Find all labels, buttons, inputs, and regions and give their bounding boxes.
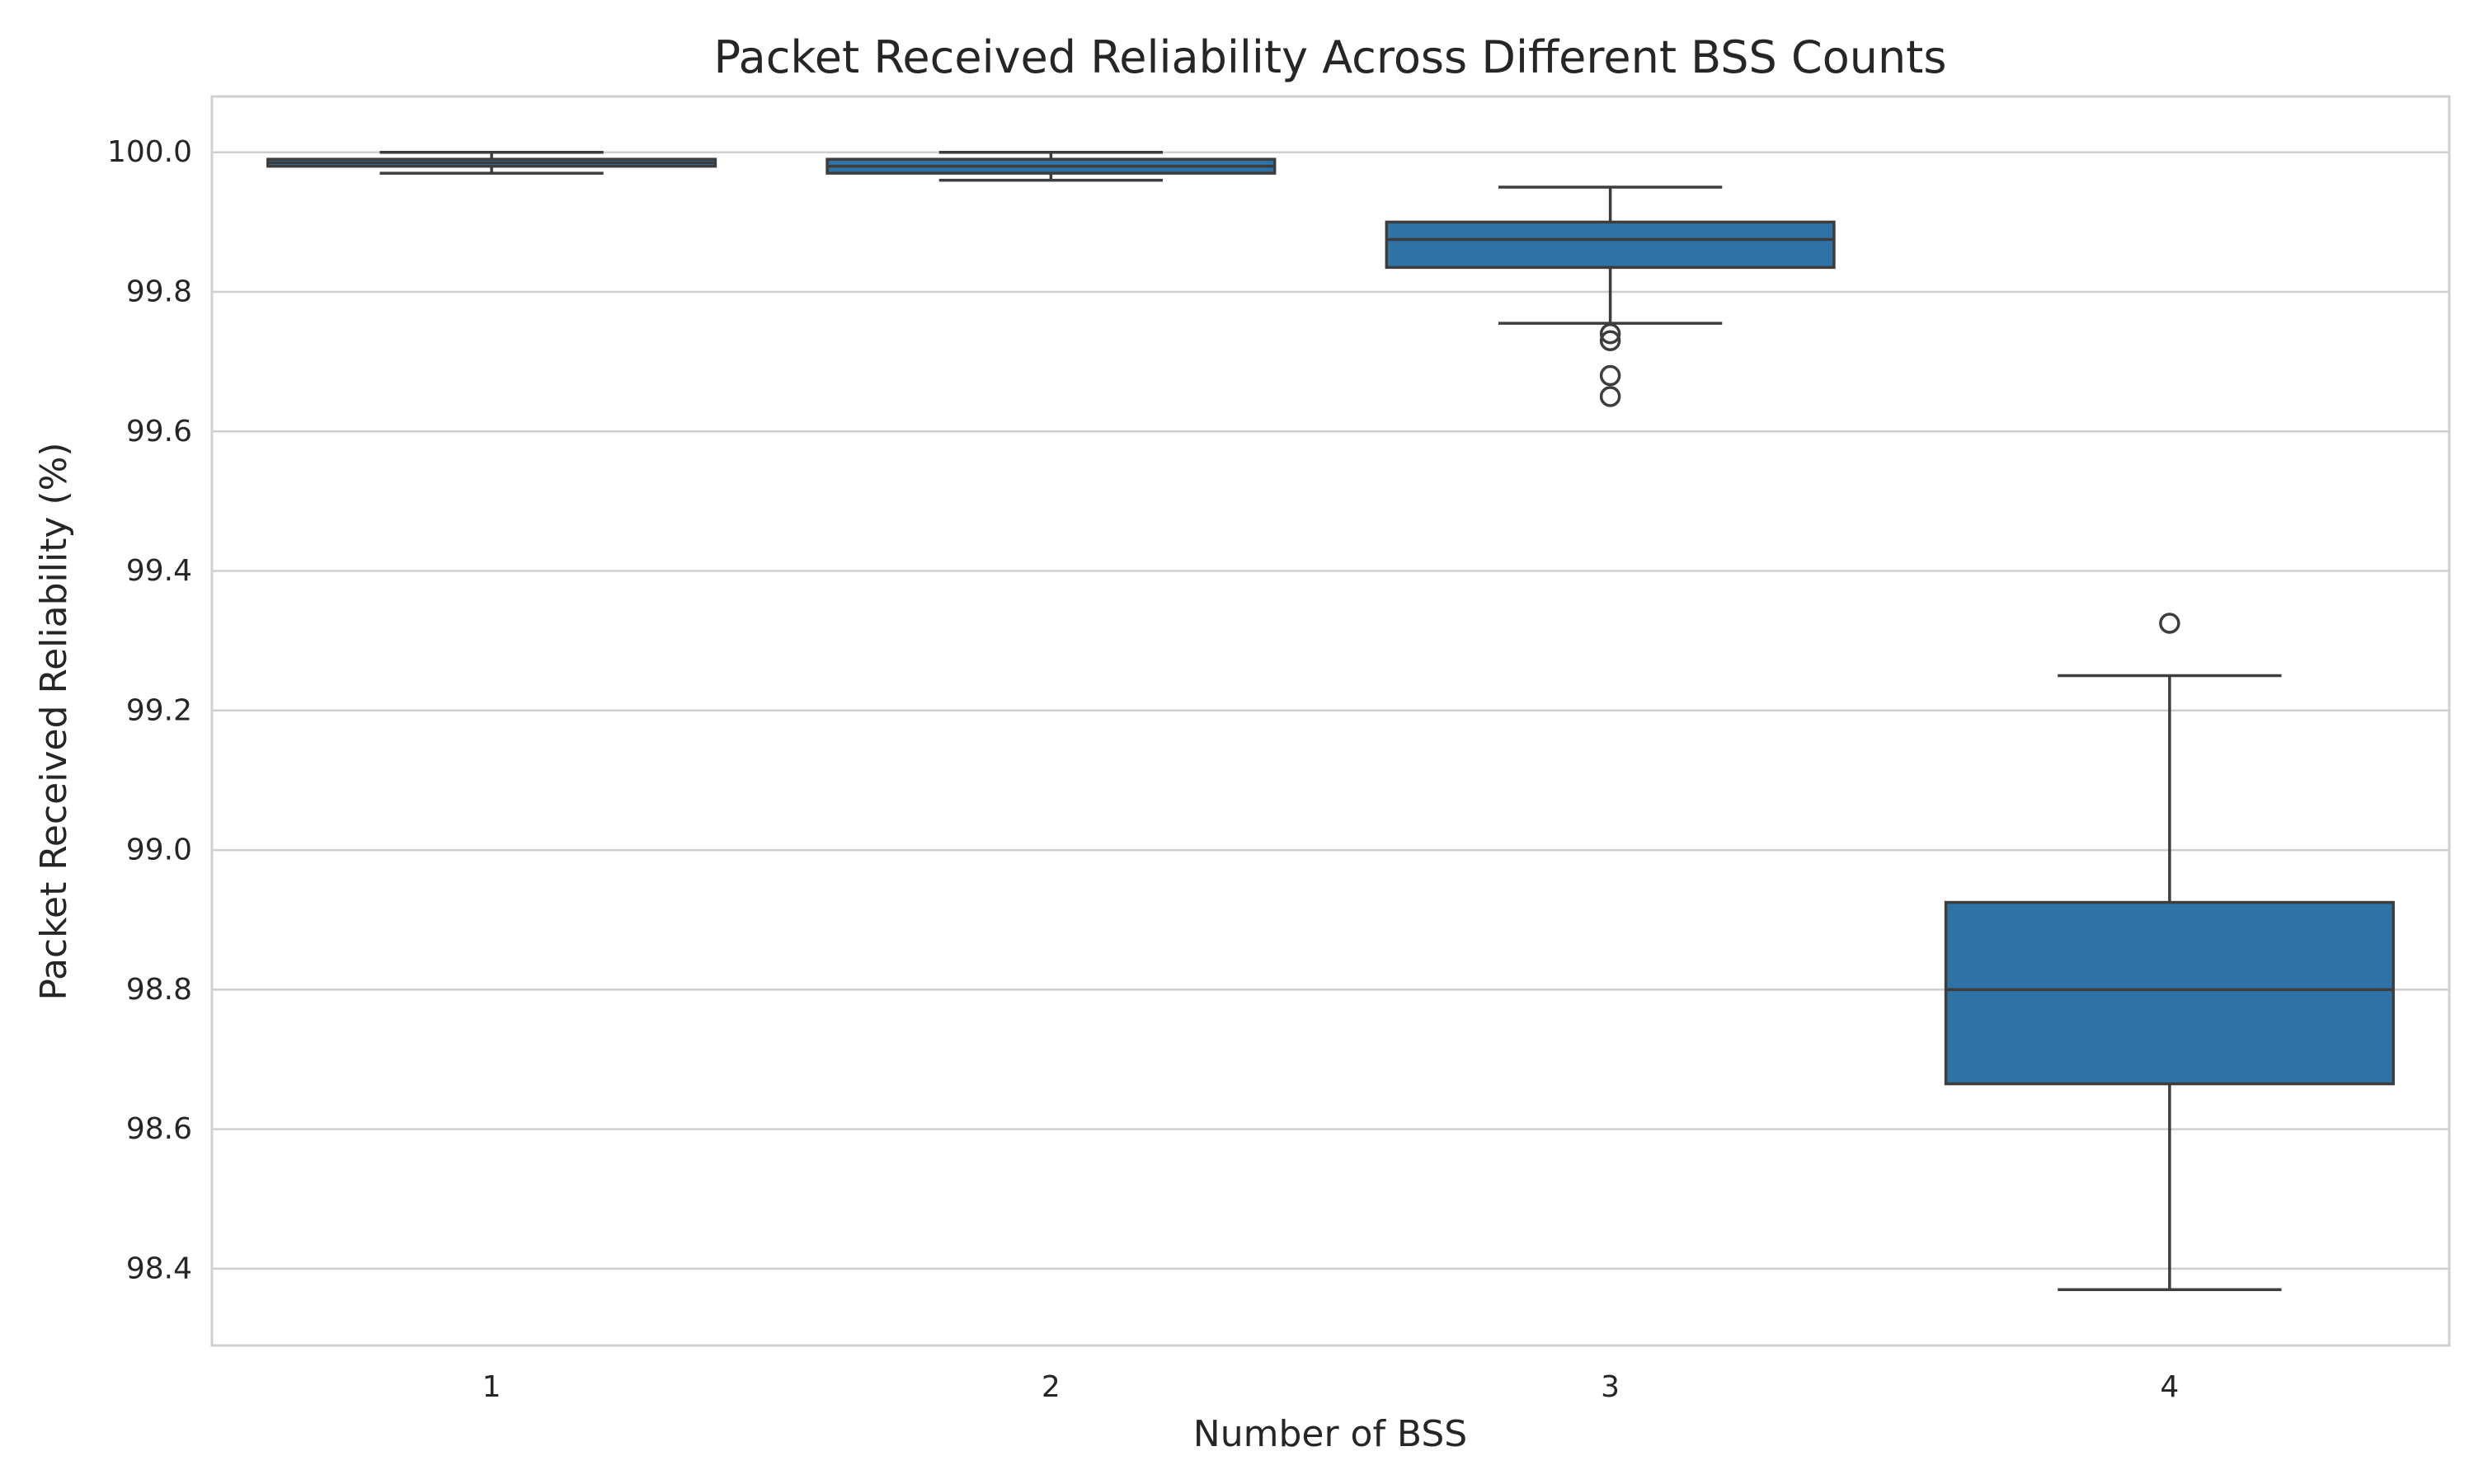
iqr-box	[1385, 220, 1836, 270]
grid-lines	[212, 151, 2449, 1270]
y-tick-label: 99.8	[126, 275, 192, 308]
outlier-point	[1599, 330, 1621, 351]
x-axis-label: Number of BSS	[1193, 1413, 1467, 1455]
x-tick-label: 1	[482, 1370, 501, 1404]
y-tick-labels: 98.4 98.6 98.8 99.0 99.2 99.4 99.6 99.8 100.0	[107, 135, 192, 1285]
plot-frame	[210, 95, 2451, 1347]
y-tick-label: 98.6	[126, 1112, 192, 1146]
box-group-2	[825, 150, 1277, 182]
y-tick-label: 99.0	[126, 834, 192, 867]
box-group-4	[1944, 613, 2395, 1292]
box-group-3	[1385, 186, 1836, 407]
outlier-point	[2159, 613, 2180, 634]
x-tick-labels: 1 2 3 4	[482, 1370, 2180, 1404]
outlier-point	[1599, 323, 1621, 345]
y-tick-label: 100.0	[107, 135, 192, 169]
x-tick-label: 3	[1601, 1370, 1620, 1404]
y-tick-label: 98.8	[126, 973, 192, 1007]
chart-title: Packet Received Reliability Across Diffe…	[714, 31, 1947, 83]
y-tick-label: 98.4	[126, 1252, 192, 1285]
y-tick-label: 99.4	[126, 554, 192, 588]
iqr-box	[1944, 900, 2395, 1086]
y-tick-label: 99.6	[126, 415, 192, 448]
box-group-1	[266, 150, 717, 175]
y-axis-label: Packet Received Reliability (%)	[33, 442, 75, 1000]
y-tick-label: 99.2	[126, 693, 192, 727]
boxes	[266, 150, 2395, 1292]
x-tick-label: 2	[1042, 1370, 1061, 1404]
outlier-point	[1599, 364, 1621, 387]
x-tick-label: 4	[2160, 1370, 2179, 1404]
outlier-point	[1599, 386, 1621, 407]
